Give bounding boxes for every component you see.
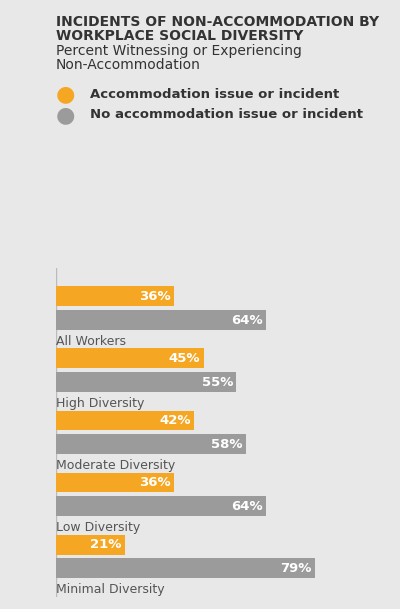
Text: 42%: 42% bbox=[159, 414, 190, 427]
Text: 55%: 55% bbox=[202, 376, 233, 389]
Bar bbox=[56, 286, 174, 306]
Text: INCIDENTS OF NON-ACCOMMODATION BY: INCIDENTS OF NON-ACCOMMODATION BY bbox=[56, 15, 379, 29]
Text: High Diversity: High Diversity bbox=[56, 397, 144, 410]
Text: 36%: 36% bbox=[139, 476, 171, 489]
Text: 58%: 58% bbox=[212, 438, 243, 451]
Bar bbox=[56, 410, 194, 431]
Text: 64%: 64% bbox=[231, 500, 263, 513]
Bar bbox=[56, 310, 266, 330]
Text: Moderate Diversity: Moderate Diversity bbox=[56, 459, 175, 473]
Text: ●: ● bbox=[56, 85, 75, 105]
Text: All Workers: All Workers bbox=[56, 335, 126, 348]
Text: Percent Witnessing or Experiencing: Percent Witnessing or Experiencing bbox=[56, 44, 302, 58]
Bar bbox=[56, 372, 236, 392]
Bar bbox=[56, 348, 204, 368]
Text: Low Diversity: Low Diversity bbox=[56, 521, 140, 534]
Text: 36%: 36% bbox=[139, 290, 171, 303]
Bar bbox=[56, 473, 174, 493]
Text: Non-Accommodation: Non-Accommodation bbox=[56, 58, 201, 72]
Text: 79%: 79% bbox=[280, 562, 312, 575]
Text: WORKPLACE SOCIAL DIVERSITY: WORKPLACE SOCIAL DIVERSITY bbox=[56, 29, 303, 43]
Bar bbox=[56, 434, 246, 454]
Text: No accommodation issue or incident: No accommodation issue or incident bbox=[90, 108, 363, 121]
Text: Accommodation issue or incident: Accommodation issue or incident bbox=[90, 88, 339, 100]
Bar bbox=[56, 558, 315, 579]
Text: 64%: 64% bbox=[231, 314, 263, 326]
Text: 45%: 45% bbox=[169, 352, 200, 365]
Text: Minimal Diversity: Minimal Diversity bbox=[56, 583, 165, 596]
Bar bbox=[56, 535, 125, 555]
Bar bbox=[56, 496, 266, 516]
Text: ●: ● bbox=[56, 105, 75, 125]
Text: 21%: 21% bbox=[90, 538, 122, 551]
